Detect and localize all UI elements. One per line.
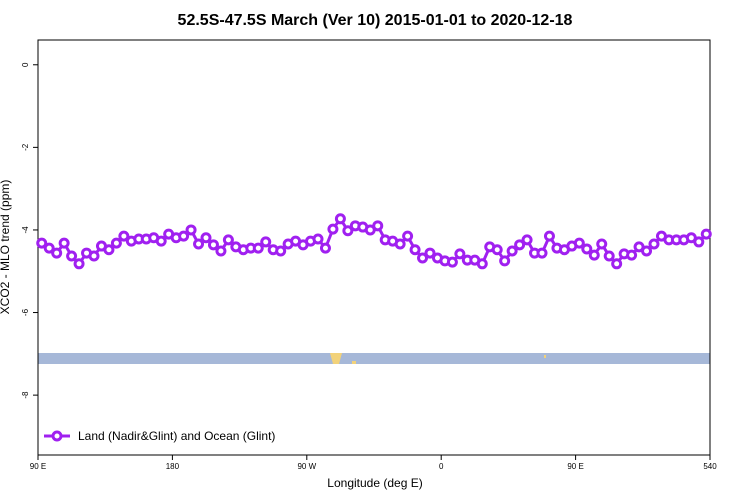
- point: [66, 250, 78, 262]
- point: [260, 236, 272, 248]
- point: [648, 238, 660, 250]
- point: [446, 256, 458, 268]
- x-tick-label: 90 E: [567, 462, 583, 471]
- point: [110, 237, 122, 249]
- point: [491, 244, 503, 256]
- x-tick-label: 0: [439, 462, 444, 471]
- point: [178, 230, 190, 242]
- point: [476, 258, 488, 270]
- point: [693, 236, 705, 248]
- land-patch: [544, 355, 546, 358]
- point: [603, 250, 615, 262]
- point: [573, 237, 585, 249]
- point: [521, 234, 533, 246]
- y-tick-label: -4: [21, 226, 30, 234]
- point: [536, 247, 548, 259]
- point: [700, 228, 712, 240]
- point: [51, 247, 63, 259]
- point: [185, 224, 197, 236]
- y-tick-label: -2: [21, 143, 30, 151]
- point: [402, 230, 414, 242]
- point: [611, 258, 623, 270]
- point: [342, 225, 354, 237]
- point: [103, 244, 115, 256]
- point: [581, 243, 593, 255]
- point: [118, 230, 130, 242]
- point: [36, 237, 48, 249]
- point: [409, 244, 421, 256]
- point: [596, 238, 608, 250]
- x-tick-label: 90 W: [297, 462, 316, 471]
- land-patch: [352, 361, 356, 364]
- x-tick-label: 180: [166, 462, 180, 471]
- point: [372, 220, 384, 232]
- y-tick-label: 0: [21, 62, 30, 67]
- y-tick-label: -8: [21, 391, 30, 399]
- point: [252, 242, 264, 254]
- point: [626, 249, 638, 261]
- x-tick-label: 540: [703, 462, 717, 471]
- point: [514, 239, 526, 251]
- land-patch: [330, 353, 342, 364]
- point: [506, 245, 518, 257]
- point: [424, 247, 436, 259]
- point: [417, 252, 429, 264]
- x-axis-label: Longitude (deg E): [327, 476, 422, 490]
- point: [58, 237, 70, 249]
- point: [222, 234, 234, 246]
- surface-band: [38, 353, 710, 364]
- plot-frame: [37, 39, 711, 456]
- y-tick-label: -6: [21, 308, 30, 316]
- point: [499, 255, 511, 267]
- point: [200, 232, 212, 244]
- x-tick-label: 90 E: [30, 462, 46, 471]
- legend-label: Land (Nadir&Glint) and Ocean (Glint): [78, 429, 275, 443]
- point: [155, 235, 167, 247]
- point: [454, 248, 466, 260]
- point: [207, 239, 219, 251]
- point: [543, 230, 555, 242]
- y-axis-label: XCO2 - MLO trend (ppm): [0, 180, 12, 315]
- point: [394, 238, 406, 250]
- legend-marker: [51, 430, 63, 442]
- point: [73, 258, 85, 270]
- point: [334, 213, 346, 225]
- point: [215, 245, 227, 257]
- point: [88, 250, 100, 262]
- chart-title: 52.5S-47.5S March (Ver 10) 2015-01-01 to…: [178, 12, 573, 29]
- point: [641, 245, 653, 257]
- point: [588, 249, 600, 261]
- point: [193, 238, 205, 250]
- point: [275, 245, 287, 257]
- point: [43, 242, 55, 254]
- point: [312, 233, 324, 245]
- point: [319, 242, 331, 254]
- point: [327, 223, 339, 235]
